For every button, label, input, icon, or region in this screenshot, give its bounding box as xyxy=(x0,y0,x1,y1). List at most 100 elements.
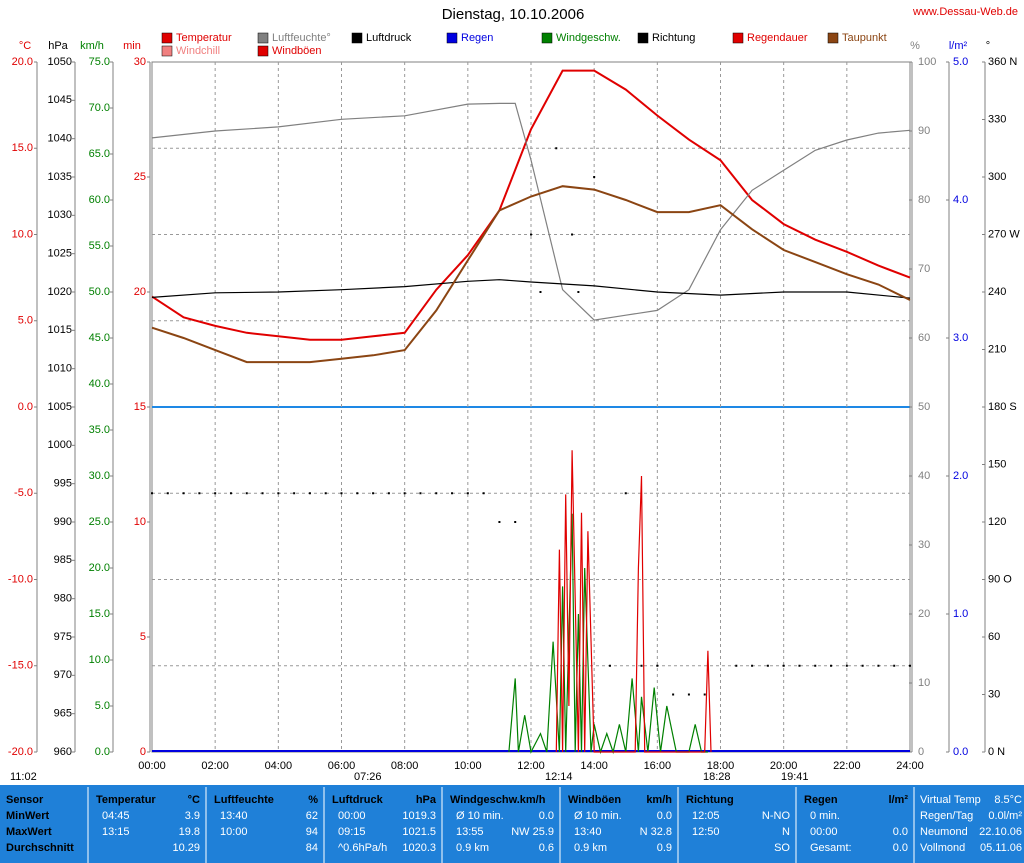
stats-cell: 0.9 km xyxy=(574,842,607,854)
y-tick-label: 30 xyxy=(134,56,146,68)
y-tick-label: 0.0 xyxy=(953,746,968,758)
series-line xyxy=(151,69,911,341)
stats-cell: 1021.5 xyxy=(402,826,436,838)
y-tick-label: 10.0 xyxy=(89,654,110,666)
y-tick-label: 1010 xyxy=(48,363,72,375)
x-tick-label: 22:00 xyxy=(833,760,861,772)
side-value: 22.10.06 xyxy=(979,826,1022,838)
y-tick-label: 5 xyxy=(140,631,146,643)
stats-cell: 62 xyxy=(306,810,318,822)
y-tick-label: 55.0 xyxy=(89,240,110,252)
y-tick-label: 5.0 xyxy=(953,56,968,68)
y-tick-label: 1050 xyxy=(48,56,72,68)
side-value: 8.5°C xyxy=(994,794,1022,806)
direction-dot xyxy=(539,291,542,293)
series-line xyxy=(151,185,911,364)
y-tick-label: 1.0 xyxy=(953,608,968,620)
stats-cell: 84 xyxy=(306,842,318,854)
legend-label: Regen xyxy=(461,32,493,44)
axis-label: % xyxy=(910,40,920,52)
y-tick-label: 40.0 xyxy=(89,378,110,390)
direction-dot xyxy=(182,492,185,495)
stats-cell: 0.0 xyxy=(893,842,908,854)
y-tick-label: -15.0 xyxy=(8,660,33,672)
series-line xyxy=(151,279,911,299)
y-tick-label: 20.0 xyxy=(89,562,110,574)
stats-cell: 13:40 xyxy=(220,810,248,822)
direction-dot xyxy=(703,693,706,696)
direction-dot xyxy=(687,693,690,696)
y-tick-label: 0 xyxy=(918,746,924,758)
y-tick-label: 1035 xyxy=(48,171,72,183)
stats-cell: 0.0 xyxy=(657,810,672,822)
site-link[interactable]: www.Dessau-Web.de xyxy=(912,6,1018,18)
legend-swatch xyxy=(351,32,363,44)
y-tick-label: 970 xyxy=(54,669,72,681)
series-line xyxy=(508,513,708,755)
legend-swatch xyxy=(541,32,553,44)
x-tick-label: 02:00 xyxy=(201,760,229,772)
direction-dot xyxy=(214,492,217,495)
sun-moon-time: 07:26 xyxy=(354,771,382,783)
legend-label: Luftfeuchte° xyxy=(272,32,331,44)
stats-header: Windgeschw.km/h xyxy=(450,794,546,806)
y-tick-label: 1000 xyxy=(48,439,72,451)
y-tick-label: 1045 xyxy=(48,94,72,106)
direction-dot xyxy=(514,521,517,523)
x-tick-label: 20:00 xyxy=(770,760,798,772)
legend-label: Luftdruck xyxy=(366,32,412,44)
y-tick-label: 15.0 xyxy=(89,608,110,620)
direction-dot xyxy=(814,664,817,667)
side-label: Regen/Tag xyxy=(920,810,973,822)
stats-cell: MaxWert xyxy=(6,826,52,838)
direction-dot xyxy=(482,492,485,495)
legend-label: Windchill xyxy=(176,45,220,57)
y-tick-label: 1030 xyxy=(48,209,72,221)
y-tick-label: 990 xyxy=(54,516,72,528)
stats-cell: 13:55 xyxy=(456,826,484,838)
direction-dot xyxy=(555,147,558,150)
axis-label: °C xyxy=(19,40,31,52)
direction-dot xyxy=(293,492,296,495)
legend-label: Temperatur xyxy=(176,32,232,44)
direction-dot xyxy=(782,664,785,667)
legend-swatch xyxy=(161,32,173,44)
stats-cell: 19.8 xyxy=(179,826,200,838)
direction-dot xyxy=(466,492,469,495)
y-tick-label: 70 xyxy=(918,263,930,275)
stats-cell: 1019.3 xyxy=(402,810,436,822)
direction-dot xyxy=(372,492,375,495)
stats-cell: 09:15 xyxy=(338,826,366,838)
stats-cell: 12:05 xyxy=(692,810,720,822)
stats-cell: NW 25.9 xyxy=(511,826,554,838)
y-tick-label: 15.0 xyxy=(12,142,33,154)
y-tick-label: 300 xyxy=(988,171,1006,183)
x-tick-label: 14:00 xyxy=(580,760,608,772)
legend-swatch xyxy=(161,45,173,57)
y-tick-label: 980 xyxy=(54,593,72,605)
sun-moon-time: 18:28 xyxy=(703,771,731,783)
direction-dot xyxy=(593,176,596,178)
x-tick-label: 16:00 xyxy=(644,760,672,772)
legend-swatch xyxy=(827,32,839,44)
direction-dot xyxy=(751,664,754,667)
side-label: Virtual Temp xyxy=(920,794,981,806)
legend-label: Taupunkt xyxy=(842,32,887,44)
direction-dot xyxy=(229,492,232,495)
y-tick-label: 60 xyxy=(988,631,1000,643)
direction-dot xyxy=(861,664,864,667)
y-tick-label: 4.0 xyxy=(953,194,968,206)
y-tick-label: 150 xyxy=(988,458,1006,470)
y-tick-label: 975 xyxy=(54,631,72,643)
sun-moon-time: 19:41 xyxy=(781,771,809,783)
y-tick-label: 15 xyxy=(134,401,146,413)
y-tick-label: 25 xyxy=(134,171,146,183)
direction-dot xyxy=(735,664,738,667)
stats-cell: N xyxy=(782,826,790,838)
sun-moon-time: 12:14 xyxy=(545,771,573,783)
y-tick-label: 1015 xyxy=(48,324,72,336)
y-tick-label: 30 xyxy=(918,539,930,551)
y-tick-label: 10 xyxy=(918,677,930,689)
stats-cell: 0 min. xyxy=(810,810,840,822)
stats-cell: 00:00 xyxy=(810,826,838,838)
